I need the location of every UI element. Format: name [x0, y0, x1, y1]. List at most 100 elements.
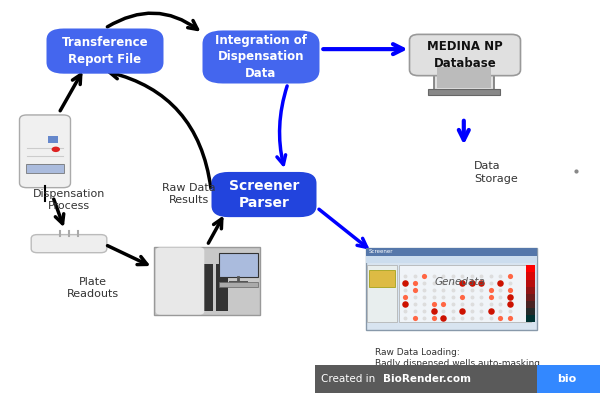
Point	[400, 273, 410, 279]
Bar	[315, 365, 600, 393]
Bar	[428, 89, 500, 95]
Point	[486, 287, 496, 294]
Point	[495, 287, 505, 294]
Point	[428, 280, 438, 286]
Bar	[434, 65, 494, 90]
Circle shape	[52, 147, 60, 152]
Point	[467, 301, 476, 307]
FancyBboxPatch shape	[155, 248, 204, 314]
Point	[457, 280, 467, 286]
Point	[438, 273, 448, 279]
Point	[419, 315, 429, 321]
Point	[448, 280, 457, 286]
Point	[438, 301, 448, 307]
Text: BioRender.com: BioRender.com	[383, 374, 471, 384]
Bar	[526, 265, 535, 272]
Bar	[367, 265, 397, 322]
Point	[400, 315, 410, 321]
Bar	[526, 294, 535, 301]
FancyBboxPatch shape	[19, 115, 71, 188]
Point	[448, 315, 457, 321]
Point	[467, 273, 476, 279]
Point	[438, 315, 448, 321]
Text: Integration of
Dispensation
Data: Integration of Dispensation Data	[215, 34, 307, 80]
Point	[419, 280, 429, 286]
Point	[428, 287, 438, 294]
Point	[410, 315, 419, 321]
Bar	[526, 308, 535, 315]
Text: bio: bio	[557, 374, 577, 384]
Bar	[437, 67, 491, 88]
Point	[495, 294, 505, 300]
FancyBboxPatch shape	[212, 172, 317, 217]
Point	[495, 308, 505, 314]
Bar	[399, 265, 531, 322]
Point	[428, 308, 438, 314]
Point	[486, 280, 496, 286]
Text: Raw Data Loading:
Badly dispensed wells auto-masking: Raw Data Loading: Badly dispensed wells …	[375, 348, 540, 368]
Text: Created in: Created in	[321, 374, 379, 384]
Point	[486, 294, 496, 300]
Point	[476, 294, 486, 300]
Point	[410, 280, 419, 286]
Text: Genedata: Genedata	[435, 277, 486, 287]
Point	[457, 315, 467, 321]
Point	[476, 301, 486, 307]
FancyBboxPatch shape	[203, 30, 320, 83]
Point	[400, 301, 410, 307]
Point	[505, 273, 514, 279]
Point	[476, 273, 486, 279]
Bar	[366, 248, 537, 330]
Text: Dispensation
Process: Dispensation Process	[33, 189, 105, 211]
Point	[486, 301, 496, 307]
Point	[438, 308, 448, 314]
FancyBboxPatch shape	[47, 28, 163, 73]
Point	[467, 287, 476, 294]
FancyBboxPatch shape	[31, 235, 107, 253]
FancyBboxPatch shape	[409, 34, 521, 75]
Bar	[537, 365, 600, 393]
Point	[505, 301, 514, 307]
Point	[419, 308, 429, 314]
Point	[467, 315, 476, 321]
Point	[410, 273, 419, 279]
Bar	[366, 256, 537, 263]
Point	[448, 273, 457, 279]
Point	[476, 287, 486, 294]
Bar	[48, 136, 58, 143]
Point	[400, 308, 410, 314]
Point	[467, 308, 476, 314]
Point	[428, 294, 438, 300]
Text: Screener
Parser: Screener Parser	[229, 178, 299, 211]
Point	[410, 308, 419, 314]
Bar	[526, 286, 535, 294]
Bar	[216, 264, 228, 311]
Point	[476, 315, 486, 321]
Bar	[526, 272, 535, 279]
Point	[505, 294, 514, 300]
Point	[495, 301, 505, 307]
Text: Transference
Report File: Transference Report File	[62, 36, 148, 66]
Point	[457, 294, 467, 300]
Point	[448, 294, 457, 300]
Point	[438, 287, 448, 294]
Point	[457, 273, 467, 279]
Text: Plate
Readouts: Plate Readouts	[67, 277, 119, 299]
Bar	[219, 253, 258, 277]
Point	[428, 273, 438, 279]
Point	[467, 294, 476, 300]
Bar	[526, 301, 535, 308]
Point	[467, 280, 476, 286]
Point	[505, 315, 514, 321]
Point	[486, 315, 496, 321]
Bar	[369, 270, 395, 287]
Point	[410, 294, 419, 300]
Point	[400, 280, 410, 286]
Point	[486, 273, 496, 279]
Point	[486, 308, 496, 314]
Point	[495, 315, 505, 321]
Point	[438, 294, 448, 300]
Point	[448, 301, 457, 307]
Point	[448, 308, 457, 314]
Point	[495, 273, 505, 279]
